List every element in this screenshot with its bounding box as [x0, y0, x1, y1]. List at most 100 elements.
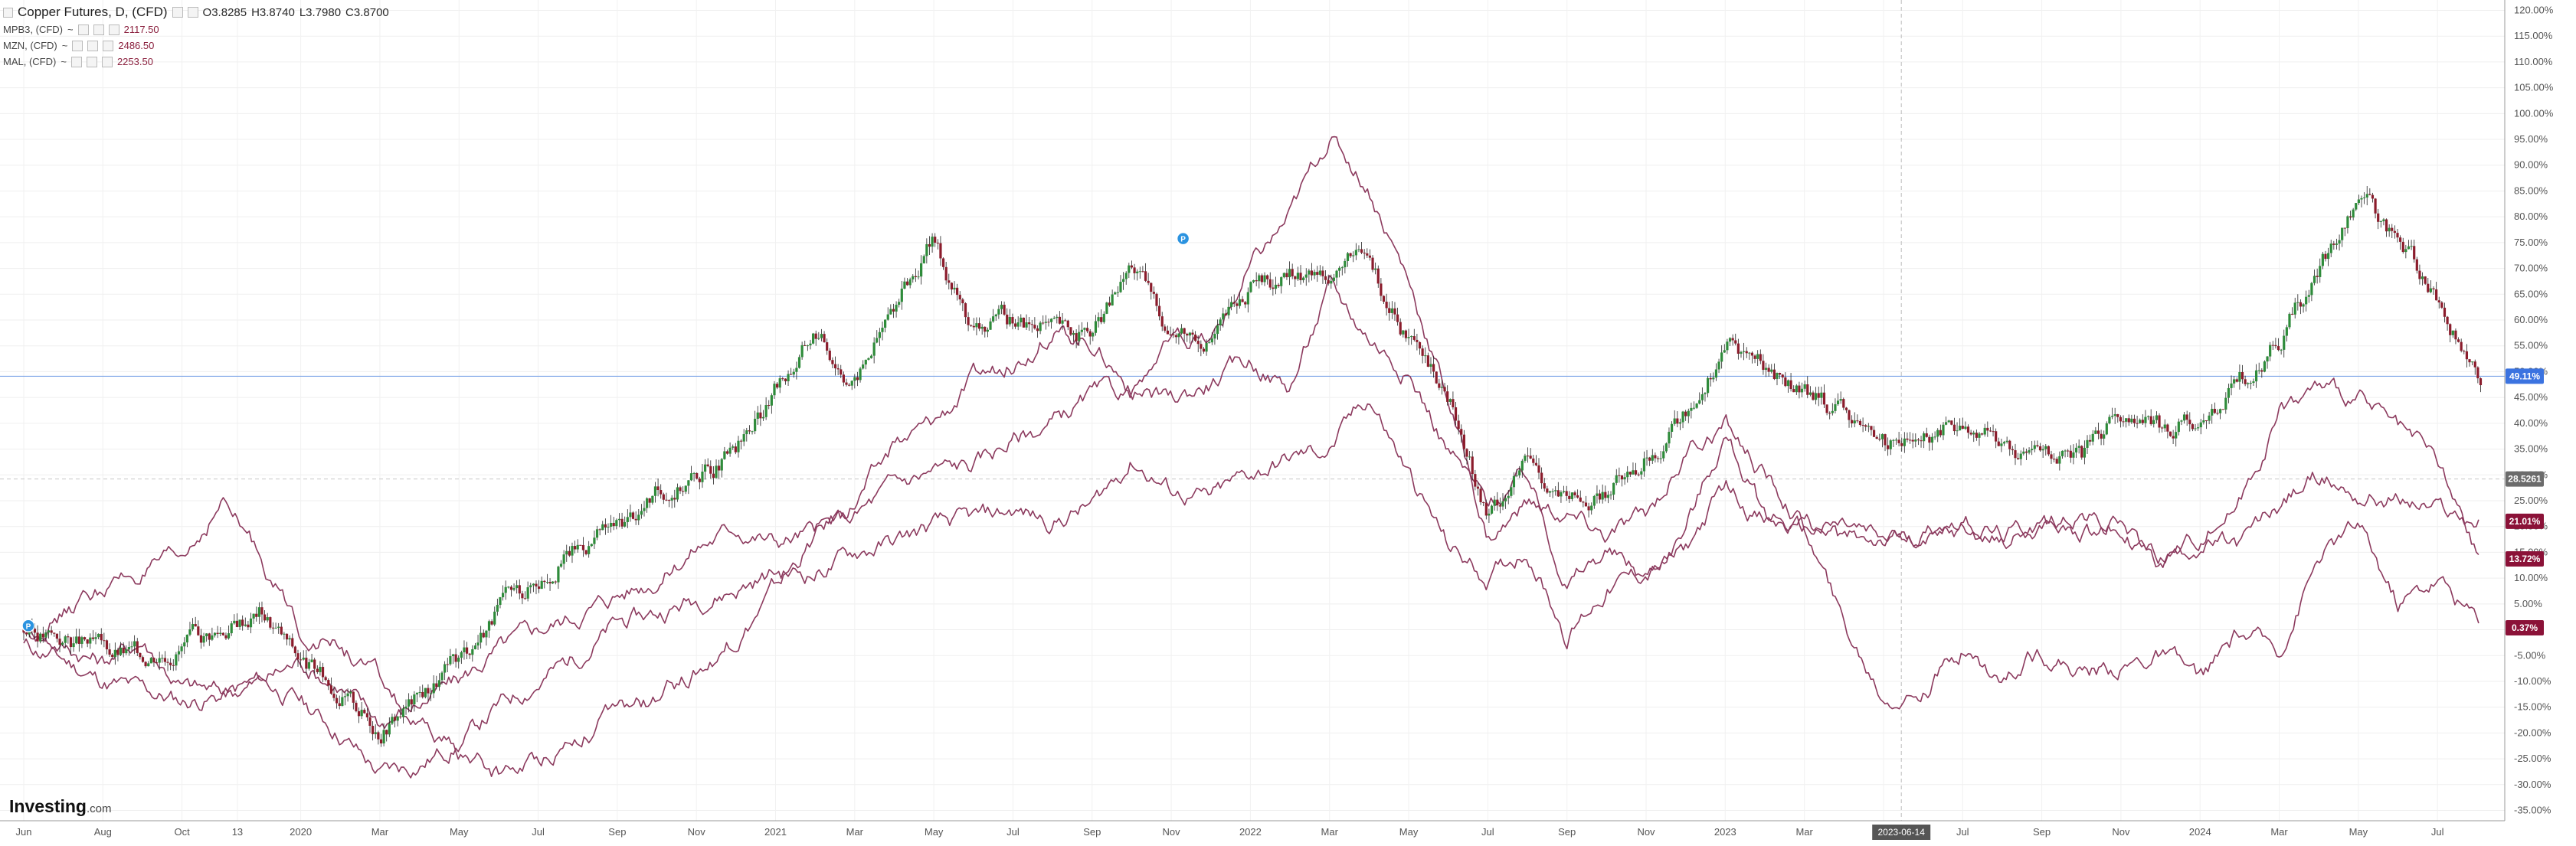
- legend-series-row[interactable]: MZN, (CFD) ~ 2486.50: [3, 40, 155, 51]
- candle: [280, 622, 283, 635]
- candle-body: [986, 329, 990, 332]
- candle-body: [1072, 333, 1075, 335]
- candle-body: [169, 662, 172, 665]
- candle: [2377, 208, 2380, 230]
- candle-body: [319, 667, 322, 672]
- candle-body: [1648, 457, 1651, 461]
- candle: [490, 619, 493, 626]
- candle: [2421, 272, 2424, 286]
- candle-body: [1404, 330, 1408, 338]
- candle-body: [1861, 424, 1864, 426]
- candle-body: [1518, 470, 1521, 475]
- candle-body: [2227, 387, 2231, 398]
- candle-body: [1324, 276, 1327, 280]
- candle-body: [576, 544, 579, 550]
- candle-body: [1815, 393, 1818, 400]
- candle: [1432, 356, 1435, 378]
- candle: [2072, 444, 2075, 465]
- candle-body: [797, 357, 801, 368]
- collapse-icon[interactable]: [3, 7, 13, 18]
- candle-body: [1340, 267, 1344, 269]
- candle-body: [881, 328, 884, 332]
- candle-body: [1011, 317, 1014, 324]
- candle: [784, 378, 787, 385]
- investing-logo[interactable]: Investing.com: [9, 796, 111, 817]
- candle-body: [701, 471, 704, 482]
- candle-body: [1310, 270, 1314, 276]
- candle: [571, 542, 574, 563]
- settings-icon[interactable]: [172, 7, 183, 18]
- candle: [739, 439, 743, 449]
- candle-body: [1388, 308, 1391, 313]
- settings-icon[interactable]: [77, 24, 89, 35]
- candle: [1806, 376, 1809, 399]
- event-marker-icon[interactable]: P: [21, 619, 35, 633]
- candle-body: [2415, 259, 2418, 271]
- candle-body: [2016, 458, 2020, 459]
- candle: [1102, 311, 1105, 324]
- candle: [1080, 322, 1083, 336]
- candle: [845, 378, 848, 387]
- candle: [1698, 392, 1701, 405]
- event-marker-icon[interactable]: P: [1176, 231, 1190, 246]
- settings-icon[interactable]: [72, 40, 83, 51]
- candle: [277, 622, 280, 634]
- candle-body: [2240, 372, 2244, 380]
- candle: [2329, 240, 2332, 257]
- candle-body: [2471, 361, 2474, 363]
- candle-body: [1767, 367, 1770, 372]
- hide-icon[interactable]: [187, 7, 198, 18]
- candle-body: [1224, 313, 1227, 315]
- candle-body: [2103, 434, 2106, 439]
- candle: [1412, 328, 1416, 342]
- close-icon[interactable]: [103, 40, 114, 51]
- candle: [158, 652, 161, 671]
- legend-series-row[interactable]: MAL, (CFD) ~ 2253.50: [3, 56, 153, 67]
- candle-body: [437, 680, 441, 688]
- settings-icon[interactable]: [70, 56, 82, 67]
- legend-main-row[interactable]: Copper Futures, D, (CFD) O3.8285 H3.8740…: [3, 5, 389, 20]
- y-axis: 120.00%115.00%110.00%105.00%100.00%95.00…: [2504, 0, 2554, 821]
- candle-body: [2313, 276, 2316, 283]
- candle: [61, 641, 64, 647]
- candle-body: [847, 384, 851, 386]
- candle: [601, 521, 604, 531]
- candle-body: [1582, 501, 1585, 503]
- candle-body: [1817, 393, 1820, 398]
- candle: [1274, 276, 1278, 295]
- candle: [670, 495, 673, 508]
- candle: [1717, 358, 1720, 374]
- candle: [1546, 485, 1549, 495]
- hide-icon[interactable]: [93, 24, 104, 35]
- candle-body: [444, 664, 447, 673]
- candle-body: [557, 567, 560, 583]
- candle: [1867, 423, 1870, 433]
- candle: [792, 368, 795, 378]
- candle-body: [615, 520, 618, 527]
- candle: [545, 573, 549, 585]
- candle: [660, 484, 663, 499]
- legend-series-row[interactable]: MPB3, (CFD) ~ 2117.50: [3, 24, 159, 35]
- x-tick-label: Jul: [1007, 826, 1020, 838]
- candle: [598, 528, 601, 536]
- candle-body: [1964, 426, 1967, 430]
- candle-body: [305, 658, 308, 669]
- candle-body: [2191, 424, 2195, 430]
- close-icon[interactable]: [108, 24, 119, 35]
- hide-icon[interactable]: [86, 56, 97, 67]
- candle-body: [2204, 420, 2208, 422]
- candle: [1446, 385, 1449, 406]
- candle-body: [1255, 280, 1258, 282]
- hide-icon[interactable]: [87, 40, 99, 51]
- candle-body: [39, 633, 42, 642]
- candle-body: [163, 658, 167, 662]
- candle: [468, 652, 471, 659]
- candle-body: [1150, 283, 1153, 292]
- candle-body: [487, 621, 491, 631]
- close-icon[interactable]: [101, 56, 113, 67]
- candle: [396, 716, 399, 727]
- candle: [2022, 447, 2025, 456]
- candle: [238, 619, 241, 630]
